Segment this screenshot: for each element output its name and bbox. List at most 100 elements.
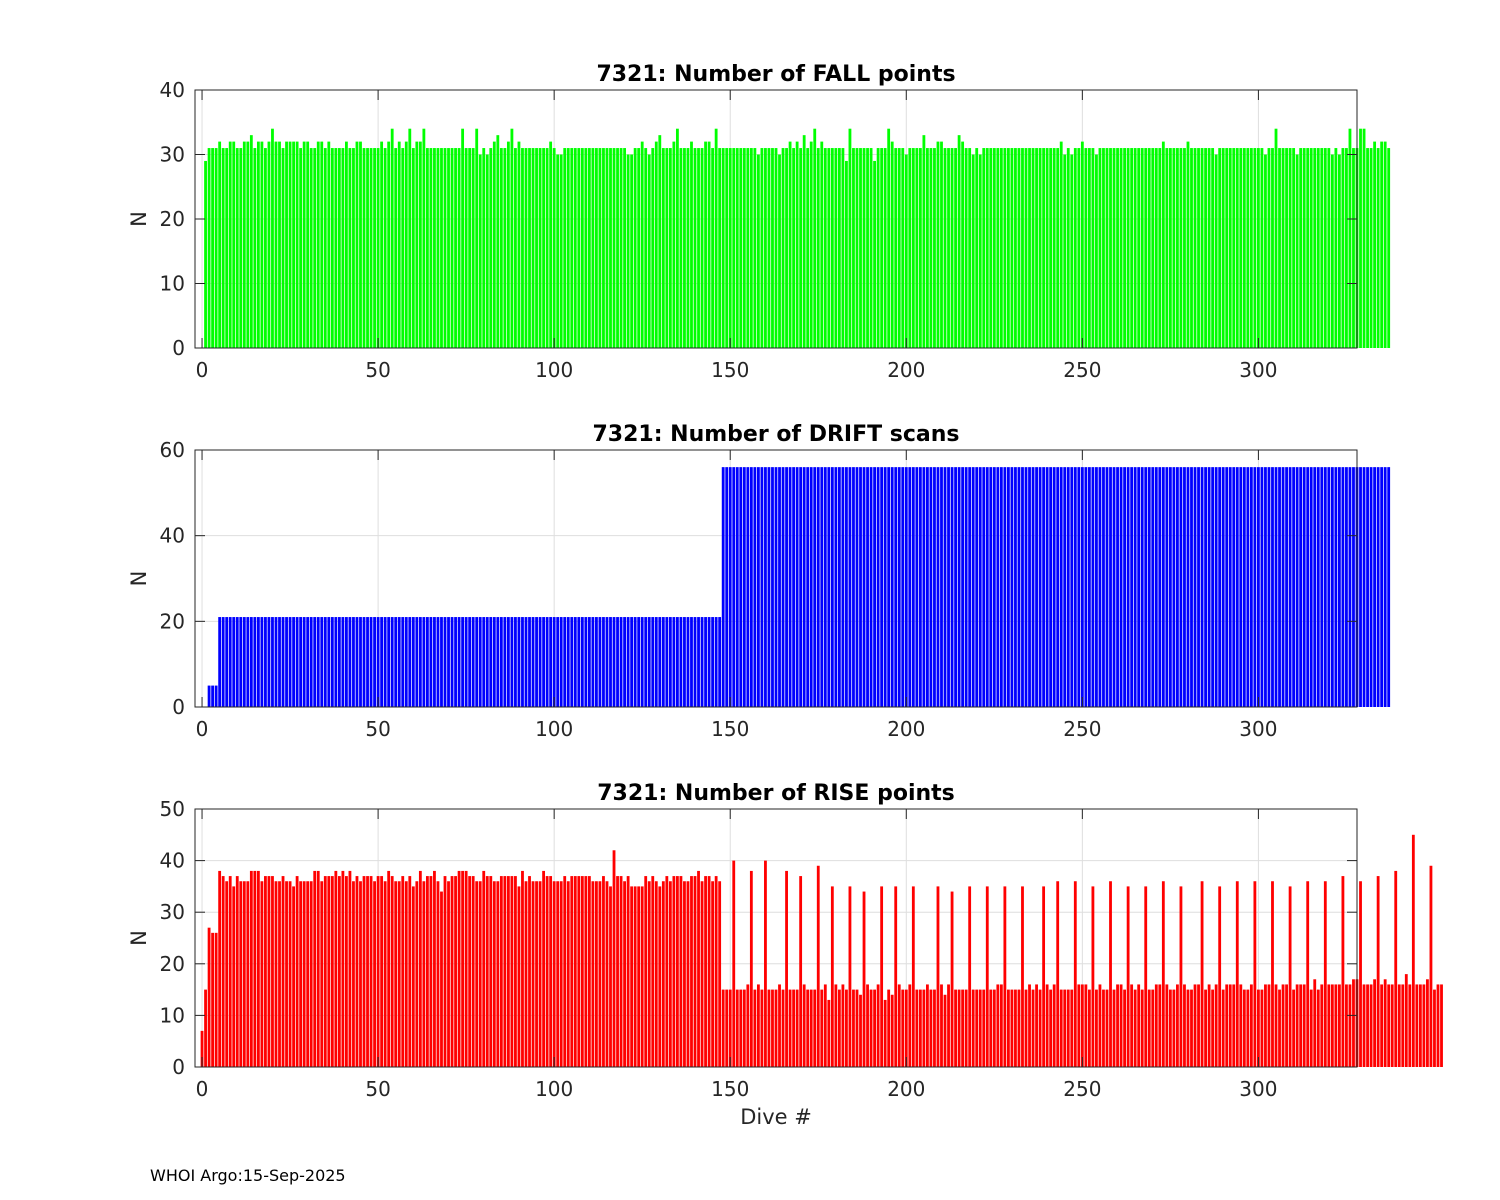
rise-bar [1144,886,1148,1067]
rise-bar [774,989,778,1067]
drift-bar [503,617,507,707]
fall-bar [922,135,926,348]
drift-bar [679,617,683,707]
rise-bar [1225,984,1229,1067]
fall-bar [390,128,394,348]
rise-bar [693,876,697,1067]
rise-bar [362,876,366,1067]
drift-bar [971,467,975,707]
drift-bar [968,467,972,707]
rise-bar [785,870,788,1067]
y-axis-label: N [127,211,151,227]
drift-bar [461,617,465,707]
rise-bar [1281,984,1285,1067]
fall-bar [668,148,672,348]
drift-bar [806,467,810,707]
fall-bar [591,148,595,348]
drift-bar [394,617,398,707]
drift-bar [661,617,665,707]
fall-bar [1299,148,1303,348]
fall-bar [1059,141,1063,348]
rise-bar [866,984,869,1067]
rise-bar [313,870,317,1067]
rise-bar [1207,984,1211,1067]
rise-bar [1063,989,1067,1067]
rise-bar [260,881,264,1067]
fall-bar [1130,148,1134,348]
drift-bar [211,685,215,707]
rise-bar [570,876,574,1067]
rise-bar [531,881,535,1067]
drift-bar [940,467,943,707]
rise-bar [964,989,968,1067]
fall-bar [246,141,250,348]
rise-bar [725,989,729,1067]
fall-bar [859,148,862,348]
drift-bar [904,467,908,707]
rise-bar [947,984,950,1067]
rise-bar [683,881,686,1067]
fall-bar [1186,141,1190,348]
fall-bar [506,141,510,348]
drift-bar [1042,467,1046,707]
drift-bar [274,617,278,707]
fall-bar [1119,148,1123,348]
drift-bar [556,617,560,707]
rise-bar [711,881,715,1067]
fall-bar [732,148,736,348]
drift-bar [225,617,229,707]
drift-bar [591,617,595,707]
rise-bar [577,876,581,1067]
fall-bar [1006,148,1010,348]
rise-bar [506,876,510,1067]
drift-bar [1334,467,1338,707]
fall-bar [1228,148,1232,348]
fall-bar [1147,148,1151,348]
drift-bar [1193,467,1197,707]
drift-bar [1154,467,1158,707]
rise-bar [267,876,271,1067]
rise-bar [1204,989,1207,1067]
fall-bar [686,148,690,348]
fall-bar [785,148,788,348]
rise-bar [549,876,553,1067]
rise-bar [1168,989,1172,1067]
rise-bar [454,876,457,1067]
rise-bar [1235,881,1239,1067]
rise-bar [1123,989,1127,1067]
rise-bar [1080,984,1084,1067]
fall-bar [330,148,334,348]
y-tick-label: 0 [172,1055,185,1079]
drift-bar [1105,467,1109,707]
drift-bar [1352,467,1355,707]
y-tick-label: 10 [160,1003,185,1027]
drift-bar [1316,467,1320,707]
fall-bar [1140,148,1144,348]
fall-bar [894,148,898,348]
fall-bar [517,141,521,348]
drift-bar [827,467,831,707]
fall-bar [454,148,457,348]
fall-bar [975,148,979,348]
drift-bar [894,467,898,707]
rise-bar [1151,989,1155,1067]
rise-bar [299,881,303,1067]
drift-bar [961,467,965,707]
drift-bar [732,467,736,707]
rise-bar [1271,881,1274,1067]
y-tick-label: 60 [160,438,185,462]
drift-bar [802,467,806,707]
drift-bar [1264,467,1267,707]
fall-bar [1042,148,1046,348]
rise-bar [521,870,524,1067]
fall-bar [1179,148,1183,348]
drift-bar [429,617,433,707]
fall-bar [679,148,683,348]
drift-bar [330,617,334,707]
rise-bar [292,886,296,1067]
rise-bar [587,876,591,1067]
fall-bar [1253,148,1257,348]
fall-bar [401,148,405,348]
rise-bar [633,886,637,1067]
rise-bar [397,881,401,1067]
